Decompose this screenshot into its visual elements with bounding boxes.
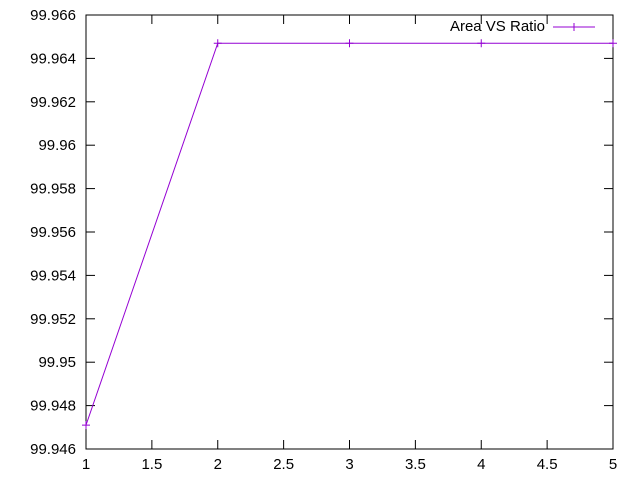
x-tick-label: 2.5 [273,456,294,473]
y-tick-label: 99.95 [38,354,76,371]
y-tick-label: 99.962 [30,94,76,111]
series-group [82,39,617,430]
y-tick-label: 99.954 [30,267,76,284]
series-line [85,42,613,426]
y-tick-label: 99.952 [30,311,76,328]
y-axis-tick-labels: 99.946 99.948 99.95 99.952 99.954 99.956 99.95… [30,7,76,458]
y-tick-label: 99.948 [30,398,76,415]
y-tick-label: 99.964 [30,50,76,67]
data-point-marker [609,39,617,48]
x-tick-label: 4 [477,456,485,473]
x-tick-label: 1 [82,456,90,473]
y-tick-label: 99.96 [38,137,76,154]
x-tick-label: 5 [609,456,617,473]
x-axis-tick-labels: 1 1.5 2 2.5 3 3.5 4 4.5 5 [82,456,617,473]
legend: Area VS Ratio [450,18,595,35]
y-tick-label: 99.946 [30,441,76,458]
data-point-marker [213,39,222,48]
legend-marker-sample [570,23,578,31]
x-tick-label: 1.5 [141,456,162,473]
plot-frame [85,14,614,450]
x-tick-label: 3 [345,456,353,473]
axis-ticks [85,14,614,450]
y-tick-label: 99.956 [30,224,76,241]
x-tick-label: 2 [214,456,222,473]
y-tick-label: 99.958 [30,181,76,198]
legend-label-area-vs-ratio: Area VS Ratio [450,18,545,35]
x-tick-label: 4.5 [537,456,558,473]
x-tick-label: 3.5 [405,456,426,473]
data-point-marker [345,39,354,48]
data-point-marker [82,421,90,430]
data-point-marker [477,39,486,48]
y-tick-label: 99.966 [30,7,76,24]
